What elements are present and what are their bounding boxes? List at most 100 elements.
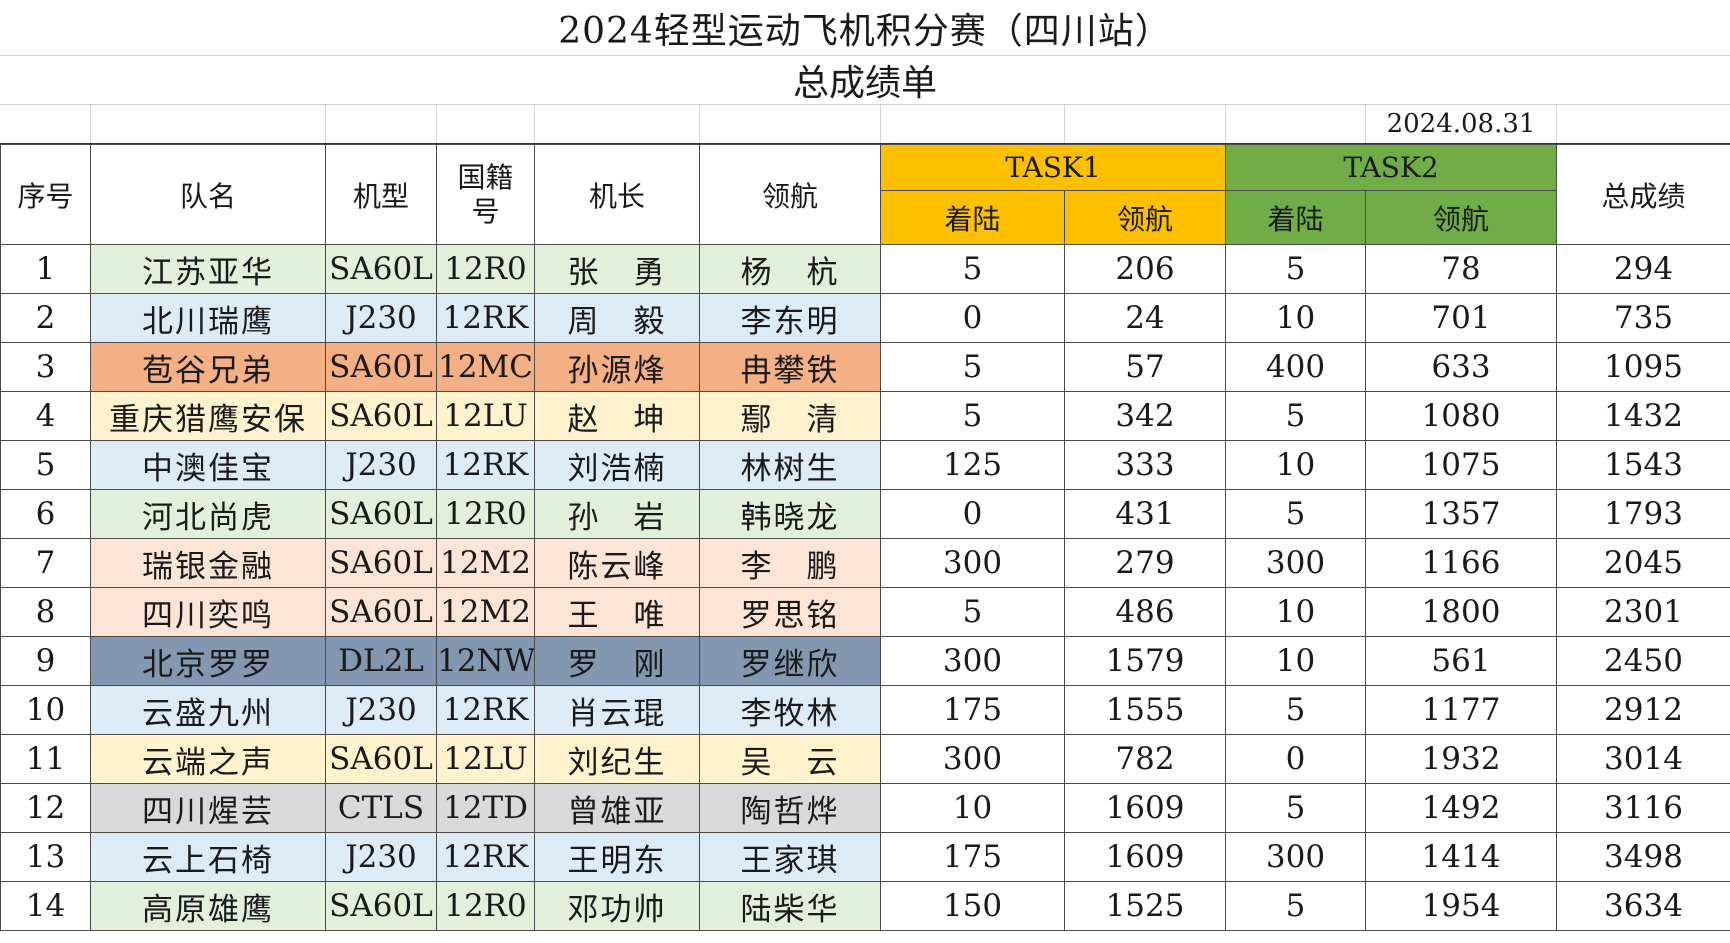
cell-navigator: 林树生 (699, 440, 881, 490)
cell-task2-landing: 10 (1225, 440, 1366, 490)
cell-model: J230 (325, 293, 437, 343)
cell-team: 云端之声 (90, 734, 326, 784)
table-row: 5 中澳佳宝 J230 12RK 刘浩楠 林树生 125 333 10 1075 1543 (0, 440, 1730, 490)
cell-team: 高原雄鹰 (90, 881, 326, 931)
cell-team: 云盛九州 (90, 685, 326, 735)
cell-seq: 9 (0, 636, 91, 686)
cell-navigator: 李 鹏 (699, 538, 881, 588)
cell-task2-landing: 5 (1225, 783, 1366, 833)
cell-task2-navigation: 1166 (1365, 538, 1557, 588)
cell-registration: 12RK (436, 293, 535, 343)
cell-task1-navigation: 24 (1064, 293, 1226, 343)
cell-model: SA60L (325, 881, 437, 931)
header-row-top: 序号 队名 机型 国籍 号 机长 领航 TASK1 TASK2 总成绩 (0, 144, 1730, 245)
report-date: 2024.08.31 (1386, 109, 1536, 139)
header-team: 队名 (90, 144, 326, 245)
cell-seq: 4 (0, 391, 91, 441)
cell-task1-landing: 175 (880, 685, 1065, 735)
cell-total: 294 (1556, 244, 1730, 294)
cell-total: 3634 (1556, 881, 1730, 931)
page-title: 2024轻型运动飞机积分赛（四川站） (0, 0, 1730, 56)
cell-task1-navigation: 1555 (1064, 685, 1226, 735)
cell-task2-navigation: 1954 (1365, 881, 1557, 931)
table-row: 11 云端之声 SA60L 12LU 刘纪生吴 云 300 782 0 1932 3014 (0, 734, 1730, 784)
cell-task1-landing: 300 (880, 538, 1065, 588)
cell-seq: 2 (0, 293, 91, 343)
results-table: 序号 队名 机型 国籍 号 机长 领航 TASK1 TASK2 总成绩 着陆 领… (0, 144, 1730, 931)
cell-captain: 周 毅 (534, 293, 700, 343)
cell-task1-navigation: 206 (1064, 244, 1226, 294)
cell-task2-landing: 5 (1225, 391, 1366, 441)
cell-total: 3014 (1556, 734, 1730, 784)
cell-seq: 8 (0, 587, 91, 637)
cell-model: SA60L (325, 538, 437, 588)
cell-navigator: 罗思铭 (699, 587, 881, 637)
grid-line (880, 105, 881, 143)
cell-task1-navigation: 1609 (1064, 783, 1226, 833)
cell-seq: 1 (0, 244, 91, 294)
cell-model: SA60L (325, 244, 437, 294)
header-task2: TASK2 (1225, 144, 1557, 191)
cell-total: 2301 (1556, 587, 1730, 637)
cell-model: SA60L (325, 734, 437, 784)
cell-navigator: 吴 云 (699, 734, 881, 784)
cell-total: 1793 (1556, 489, 1730, 539)
cell-team: 四川奕鸣 (90, 587, 326, 637)
cell-task2-navigation: 78 (1365, 244, 1557, 294)
table-row: 14 高原雄鹰 SA60L 12R0 邓功帅 陆柴华 150 1525 5 1954 3634 (0, 881, 1730, 931)
cell-task2-landing: 10 (1225, 636, 1366, 686)
cell-task2-navigation: 1414 (1365, 832, 1557, 882)
cell-task2-navigation: 701 (1365, 293, 1557, 343)
cell-task2-landing: 10 (1225, 587, 1366, 637)
cell-team: 瑞银金融 (90, 538, 326, 588)
cell-navigator: 冉攀铁 (699, 342, 881, 392)
cell-task2-landing: 300 (1225, 832, 1366, 882)
cell-task2-landing: 10 (1225, 293, 1366, 343)
cell-task1-landing: 5 (880, 244, 1065, 294)
cell-captain: 张 勇 (534, 244, 700, 294)
cell-task2-navigation: 1800 (1365, 587, 1557, 637)
table-row: 3 苞谷兄弟 SA60L 12MC 孙源烽 冉攀铁 5 57 400 633 1095 (0, 342, 1730, 392)
cell-navigator: 杨 杭 (699, 244, 881, 294)
cell-team: 重庆猎鹰安保 (90, 391, 326, 441)
cell-model: SA60L (325, 342, 437, 392)
cell-model: J230 (325, 440, 437, 490)
grid-line (1556, 105, 1557, 143)
cell-captain: 刘浩楠 (534, 440, 700, 490)
cell-total: 1095 (1556, 342, 1730, 392)
cell-navigator: 鄢 清 (699, 391, 881, 441)
cell-total: 3116 (1556, 783, 1730, 833)
cell-registration: 12R0 (436, 881, 535, 931)
date-row: 2024.08.31 (0, 105, 1730, 145)
cell-team: 苞谷兄弟 (90, 342, 326, 392)
cell-model: J230 (325, 685, 437, 735)
header-task1: TASK1 (880, 144, 1226, 191)
cell-task1-navigation: 333 (1064, 440, 1226, 490)
header-task1-navigation: 领航 (1064, 190, 1226, 245)
header-row-bottom: 着陆 领航 着陆 领航 (1, 190, 1730, 245)
cell-seq: 7 (0, 538, 91, 588)
cell-team: 江苏亚华 (90, 244, 326, 294)
header-task2-navigation: 领航 (1365, 190, 1557, 245)
table-row: 8 四川奕鸣 SA60L 12M2 王 唯罗思铭 5 486 10 1800 2301 (0, 587, 1730, 637)
cell-registration: 12RK (436, 685, 535, 735)
cell-navigator: 陶哲烨 (699, 783, 881, 833)
cell-captain: 刘纪生 (534, 734, 700, 784)
cell-task2-navigation: 561 (1365, 636, 1557, 686)
cell-task1-landing: 5 (880, 391, 1065, 441)
table-row: 6 河北尚虎 SA60L 12R0 孙 岩韩晓龙 0 431 5 1357 1793 (0, 489, 1730, 539)
cell-task2-navigation: 1075 (1365, 440, 1557, 490)
cell-task1-landing: 175 (880, 832, 1065, 882)
cell-registration: 12RK (436, 832, 535, 882)
cell-task1-landing: 5 (880, 587, 1065, 637)
cell-task2-landing: 400 (1225, 342, 1366, 392)
cell-registration: 12R0 (436, 489, 535, 539)
cell-captain: 罗 刚 (534, 636, 700, 686)
cell-team: 四川煋芸 (90, 783, 326, 833)
cell-captain: 孙源烽 (534, 342, 700, 392)
table-row: 7 瑞银金融 SA60L 12M2 陈云峰李 鹏 300 279 300 1166 2045 (0, 538, 1730, 588)
cell-navigator: 李牧林 (699, 685, 881, 735)
table-row: 12 四川煋芸 CTLS 12TD 曾雄亚 陶哲烨 10 1609 5 1492 3116 (0, 783, 1730, 833)
cell-seq: 3 (0, 342, 91, 392)
cell-model: SA60L (325, 489, 437, 539)
